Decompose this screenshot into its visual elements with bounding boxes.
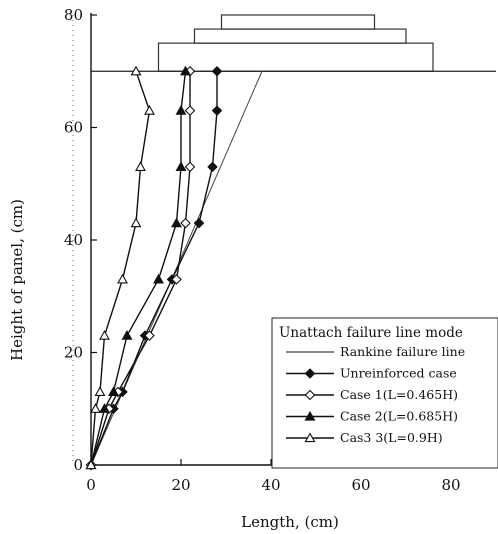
data-point — [99, 329, 110, 340]
data-point — [175, 161, 187, 172]
series-3 — [85, 65, 196, 471]
legend-item: Rankine failure line — [286, 344, 465, 359]
legend-item: Case 2(L=0.685H) — [286, 409, 458, 424]
x-tick-label: 80 — [441, 476, 460, 494]
data-point — [180, 65, 191, 76]
data-point — [121, 329, 133, 340]
data-point — [211, 105, 223, 116]
y-tick-label: 40 — [64, 231, 83, 249]
y-tick-label: 80 — [64, 6, 83, 24]
legend-swatch-marker — [304, 389, 316, 401]
x-axis-title: Length, (cm) — [241, 513, 339, 531]
data-point — [171, 274, 182, 285]
data-point — [130, 217, 142, 228]
data-point — [171, 217, 182, 228]
data-point — [108, 386, 119, 397]
series-1 — [90, 71, 263, 466]
x-tick-label: 20 — [171, 476, 190, 494]
tick-labels: 0 20 40 60 80 0 20 40 60 80 — [64, 6, 461, 494]
data-point — [94, 386, 106, 397]
y-tick-label: 60 — [64, 119, 83, 137]
data-point — [184, 161, 196, 173]
y-tick-label: 20 — [64, 344, 83, 362]
surcharge-blocks — [157, 14, 434, 72]
data-point — [144, 104, 155, 115]
legend-label: Case 2(L=0.685H) — [340, 409, 458, 424]
legend-label: Case 1(L=0.465H) — [340, 387, 458, 402]
data-point — [193, 217, 205, 229]
data-point — [144, 330, 155, 341]
legend-label: Unreinforced case — [340, 366, 457, 381]
legend: Unattach failure line mode Rankine failu… — [271, 317, 498, 469]
legend-swatch-marker — [304, 368, 316, 379]
x-tick-label: 60 — [351, 476, 370, 494]
legend-item: Unreinforced case — [286, 366, 457, 381]
legend-swatch-marker — [304, 410, 316, 421]
legend-items: Rankine failure line Unreinforced case Cas… — [286, 344, 465, 445]
data-point — [85, 459, 97, 470]
data-point — [153, 273, 164, 284]
data-point — [180, 217, 191, 229]
data-point — [117, 273, 128, 284]
series-line — [90, 71, 263, 466]
series-5 — [85, 65, 155, 470]
legend-swatch-marker — [304, 432, 316, 443]
x-tick-label: 0 — [86, 476, 96, 494]
surcharge-block-1 — [157, 42, 434, 72]
series-line — [90, 71, 151, 466]
data-point — [184, 105, 196, 116]
series-4 — [85, 65, 191, 470]
y-axis-title: Height of panel, (cm) — [8, 199, 26, 361]
data-point — [99, 403, 110, 413]
surcharge-block-2 — [193, 28, 407, 44]
data-point — [90, 403, 101, 413]
series-group — [85, 65, 263, 471]
legend-item: Cas3 3(L=0.9H) — [286, 430, 443, 445]
data-point — [207, 161, 218, 173]
data-point — [130, 65, 142, 76]
data-point — [175, 104, 187, 115]
data-point — [211, 65, 223, 77]
y-tick-label: 0 — [73, 456, 83, 474]
legend-item: Case 1(L=0.465H) — [286, 387, 458, 402]
x-tick-label: 40 — [261, 476, 280, 494]
data-point — [135, 161, 146, 172]
legend-label: Rankine failure line — [340, 344, 465, 359]
legend-label: Cas3 3(L=0.9H) — [340, 430, 443, 445]
legend-title: Unattach failure line mode — [279, 325, 463, 341]
surcharge-block-3 — [220, 14, 376, 30]
